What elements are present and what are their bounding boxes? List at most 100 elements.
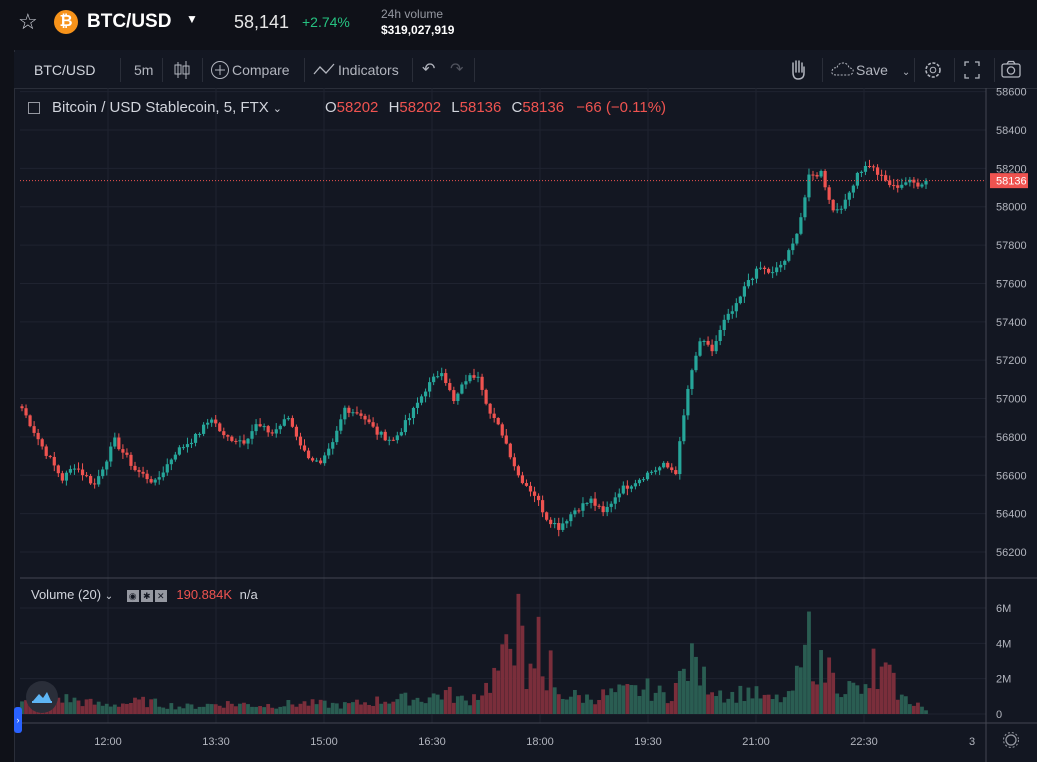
candle-body xyxy=(395,435,399,441)
candle-body xyxy=(36,432,40,440)
volume-label: 24h volume xyxy=(381,7,444,21)
volume-bar xyxy=(851,682,856,714)
eye-icon[interactable]: ◉ xyxy=(126,589,139,602)
candle-body xyxy=(44,446,48,456)
volume-bar xyxy=(129,703,133,714)
candle-body xyxy=(359,413,363,416)
price-tick-label: 58400 xyxy=(996,125,1027,137)
candle-body xyxy=(226,435,230,437)
volume-bar xyxy=(64,694,69,714)
candle-body xyxy=(161,472,165,478)
volume-bar xyxy=(500,644,505,714)
price-tick-label: 57400 xyxy=(996,317,1027,329)
volume-bar xyxy=(298,703,303,714)
fullscreen-icon[interactable] xyxy=(962,52,984,88)
candle-type-button[interactable] xyxy=(172,52,194,88)
volume-bar xyxy=(310,699,315,714)
volume-bar xyxy=(815,684,819,714)
series-legend[interactable]: Bitcoin / USD Stablecoin, 5, FTX ⌄ xyxy=(28,97,282,120)
volume-bar xyxy=(439,699,444,714)
candle-body xyxy=(508,443,512,458)
volume-bar xyxy=(871,648,876,714)
favorite-star-icon[interactable]: ☆ xyxy=(18,9,38,34)
candle-body xyxy=(896,185,900,188)
volume-bar xyxy=(649,700,654,714)
price-scale-labels: 56200 56400 56600 56800 57000 57200 57400 57600… xyxy=(996,87,1027,559)
volume-bar xyxy=(274,708,279,714)
candle-body xyxy=(492,413,496,419)
interval-button[interactable]: 5m xyxy=(134,62,154,78)
volume-bar xyxy=(782,697,787,714)
collapse-legend-icon[interactable] xyxy=(28,102,40,115)
candle-body xyxy=(262,426,266,428)
compare-button[interactable]: Compare xyxy=(210,52,290,88)
volume-bar xyxy=(536,616,541,714)
volume-bar xyxy=(911,705,916,714)
volume-bar xyxy=(924,710,928,714)
undo-icon[interactable]: ↶ xyxy=(422,61,436,78)
gear-icon[interactable]: ✱ xyxy=(140,589,153,602)
volume-bar xyxy=(229,703,234,714)
candle-body xyxy=(617,493,621,498)
candle-body xyxy=(536,495,541,501)
volume-bar xyxy=(342,702,347,714)
volume-bar xyxy=(480,695,484,714)
candle-body xyxy=(254,424,258,432)
series-title: Bitcoin / USD Stablecoin, 5, FTX xyxy=(52,99,269,116)
bitcoin-coin-icon: ₿ xyxy=(54,10,78,34)
volume-bar xyxy=(645,678,650,714)
settings-gear-icon[interactable] xyxy=(922,52,944,88)
candle-body xyxy=(197,433,202,435)
volume-na: n/a xyxy=(239,587,258,602)
toolbar-divider xyxy=(162,58,163,82)
volume-bar xyxy=(371,705,376,714)
timezone-settings-icon[interactable] xyxy=(1003,732,1019,748)
volume-bar xyxy=(233,706,238,714)
candle-body xyxy=(734,303,738,312)
volume-legend[interactable]: Volume (20) ⌄ ◉ ✱ ✕ 190.884K n/a xyxy=(31,586,258,606)
candle-body xyxy=(210,419,214,423)
save-button[interactable]: Save ⌄ xyxy=(830,52,910,88)
last-price-tag-box xyxy=(990,173,1028,189)
ohlc-values: O58202 H58202 L58136 C58136 −66 (−0.11%) xyxy=(325,97,666,119)
volume-bar xyxy=(415,697,420,714)
candle-body xyxy=(867,165,872,167)
candle-body xyxy=(565,521,569,524)
volume-bar xyxy=(572,689,577,714)
volume-bar xyxy=(100,705,105,714)
hand-icon[interactable] xyxy=(788,52,810,88)
candle-body xyxy=(633,483,638,487)
candle-body xyxy=(230,436,234,441)
drawing-panel-toggle[interactable]: › xyxy=(14,707,22,733)
volume-bar xyxy=(96,701,101,714)
tradingview-logo-icon[interactable] xyxy=(26,681,58,713)
volume-bar xyxy=(532,668,537,714)
candle-body xyxy=(904,182,908,185)
chevron-down-icon: ⌄ xyxy=(104,591,114,602)
chevron-down-icon[interactable]: ▼ xyxy=(186,12,198,26)
volume-bar xyxy=(859,693,864,714)
candle-body xyxy=(298,436,303,446)
volume-bar xyxy=(141,696,145,714)
volume-bar xyxy=(488,692,493,714)
pair-selector[interactable]: BTC/USD xyxy=(87,11,172,32)
volume-bar xyxy=(637,696,642,714)
volume-bar xyxy=(823,682,828,714)
symbol-button[interactable]: BTC/USD xyxy=(34,62,96,78)
time-tick-label: 22:30 xyxy=(850,736,878,748)
close-label: C xyxy=(511,99,523,116)
volume-bar xyxy=(564,699,569,714)
candle-body xyxy=(605,506,609,513)
volume-bar xyxy=(318,699,323,714)
save-label: Save xyxy=(856,62,888,78)
redo-icon[interactable]: ↷ xyxy=(450,61,464,78)
volume-bar xyxy=(758,698,763,714)
indicators-button[interactable]: Indicators xyxy=(312,52,399,88)
candle-body xyxy=(880,174,884,176)
volume-bar xyxy=(496,670,501,714)
close-icon[interactable]: ✕ xyxy=(154,589,167,602)
candle-body xyxy=(456,393,460,402)
camera-icon[interactable] xyxy=(1000,52,1024,88)
candle-body xyxy=(807,174,811,198)
